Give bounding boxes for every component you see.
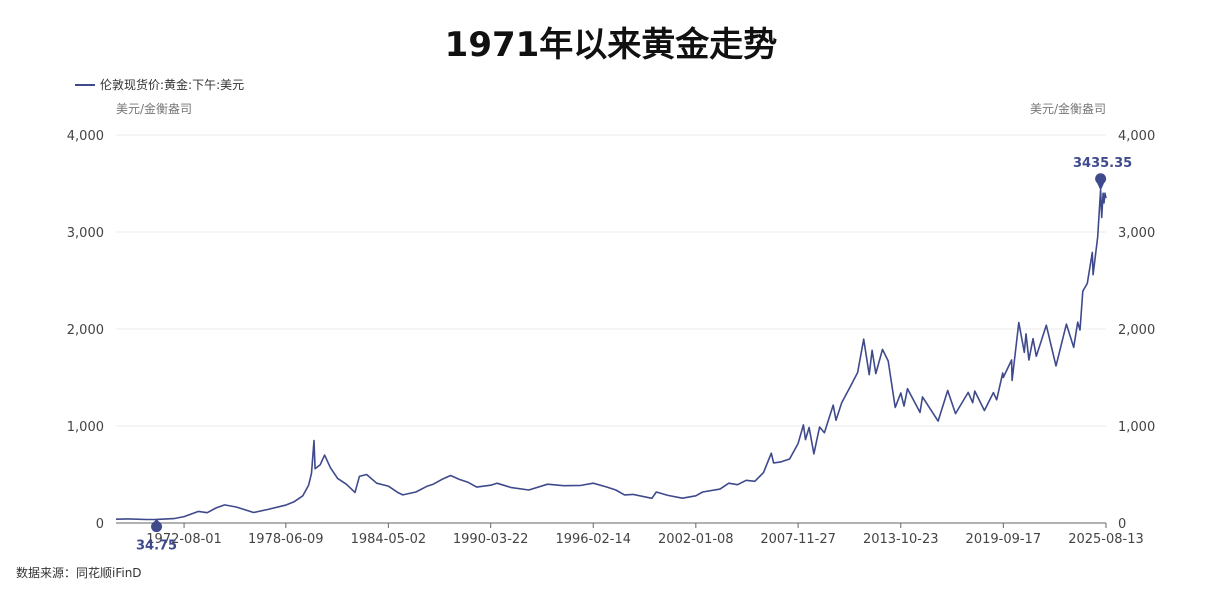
right-y-tick-label: 4,000 bbox=[1118, 129, 1155, 144]
x-tick-label: 1972-08-01 bbox=[146, 532, 222, 547]
left-y-axis-ticks: 0 1,000 2,000 3,000 4,000 bbox=[67, 129, 104, 532]
gridlines bbox=[116, 134, 1106, 427]
right-y-tick-label: 2,000 bbox=[1118, 323, 1155, 338]
x-tick-label: 2002-01-08 bbox=[658, 532, 734, 547]
legend[interactable]: 伦敦现货价:黄金:下午:美元 bbox=[75, 77, 244, 92]
right-y-tick-label: 1,000 bbox=[1118, 420, 1155, 435]
left-axis-unit: 美元/金衡盎司 bbox=[116, 101, 192, 116]
x-tick-label: 2025-08-13 bbox=[1068, 532, 1144, 547]
right-y-axis-ticks: 0 1,000 2,000 3,000 4,000 bbox=[1118, 129, 1155, 532]
x-axis-ticks: 1972-08-01 1978-06-09 1984-05-02 1990-03-22… bbox=[146, 523, 1144, 547]
x-tick-label: 1978-06-09 bbox=[248, 532, 324, 547]
annotations: 34.75 3435.35 bbox=[136, 156, 1132, 554]
left-y-tick-label: 4,000 bbox=[67, 129, 104, 144]
x-tick-label: 1996-02-14 bbox=[555, 532, 631, 547]
series-group bbox=[115, 189, 1107, 521]
series-line-0 bbox=[115, 189, 1107, 521]
data-source: 数据来源：同花顺iFinD bbox=[16, 565, 142, 580]
chart-title: 1971年以来黄金走势 bbox=[445, 25, 778, 65]
left-y-tick-label: 1,000 bbox=[67, 420, 104, 435]
left-y-tick-label: 0 bbox=[96, 517, 104, 532]
x-tick-label: 2013-10-23 bbox=[863, 532, 939, 547]
annotation-max-pointer bbox=[1096, 180, 1106, 191]
annotation-max-label: 3435.35 bbox=[1073, 156, 1132, 171]
right-axis-unit: 美元/金衡盎司 bbox=[1030, 101, 1106, 116]
annotation-min-label: 34.75 bbox=[136, 539, 177, 554]
x-tick-label: 1990-03-22 bbox=[453, 532, 529, 547]
x-tick-label: 2007-11-27 bbox=[760, 532, 836, 547]
legend-series-label: 伦敦现货价:黄金:下午:美元 bbox=[100, 77, 244, 92]
x-tick-label: 2019-09-17 bbox=[966, 532, 1042, 547]
right-y-tick-label: 0 bbox=[1118, 517, 1126, 532]
left-y-tick-label: 3,000 bbox=[67, 226, 104, 241]
right-y-tick-label: 3,000 bbox=[1118, 226, 1155, 241]
annotation-min-pointer bbox=[152, 518, 162, 525]
annotation-max: 3435.35 bbox=[1073, 156, 1132, 191]
left-y-tick-label: 2,000 bbox=[67, 323, 104, 338]
x-tick-label: 1984-05-02 bbox=[351, 532, 427, 547]
annotation-min: 34.75 bbox=[136, 518, 177, 554]
